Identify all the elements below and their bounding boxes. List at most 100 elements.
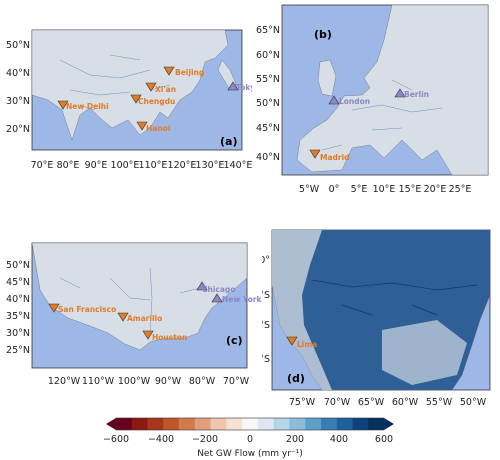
colorbar-segment [210, 418, 227, 430]
lon-tick: 75°W [289, 397, 316, 408]
river-network-b [321, 79, 443, 151]
colorbar-segment [305, 418, 322, 430]
discharge-marker [117, 312, 129, 322]
lon-tick: 110°E [139, 160, 168, 171]
lat-tick: 0° [262, 255, 270, 266]
lon-tick: 10°E [373, 184, 396, 195]
lon-ticks-d: 75°W 70°W 65°W 60°W 55°W 50°W [289, 397, 487, 408]
map-panel-b: 65°N 60°N 55°N 50°N 45°N 40°N 5°W 0° 5°E… [256, 4, 489, 195]
colorbar-tick: 400 [330, 434, 348, 445]
recharge-marker [211, 293, 223, 303]
land-north-america [31, 242, 248, 351]
lon-tick: 70°E [31, 160, 54, 171]
land-britain [317, 59, 337, 97]
colorbar-extend-right [384, 418, 394, 430]
recharge-marker [394, 88, 406, 98]
lat-tick: 65°N [256, 25, 280, 36]
lon-ticks-a: 70°E 80°E 90°E 100°E 110°E 120°E 130°E 1… [31, 160, 252, 171]
lat-tick: 5°S [262, 290, 270, 301]
lon-tick: 65°W [358, 397, 385, 408]
discharge-marker [57, 100, 69, 110]
city-label-chicago: Chicago [202, 285, 235, 294]
cities-c: San Francisco Amarillo Houston Chicago N… [48, 281, 262, 342]
colorbar-segment [368, 418, 385, 430]
colorbar-segment [116, 418, 133, 430]
colorbar: −600 −400 −200 0 200 400 600 Net GW Flow… [103, 417, 394, 459]
discharge-marker [145, 82, 157, 92]
lon-tick: 100°E [111, 160, 140, 171]
lat-tick: 50°N [256, 98, 280, 109]
city-label-chengdu: Chengdu [138, 97, 175, 106]
lon-tick: 120°W [48, 376, 81, 387]
colorbar-segment [273, 418, 290, 430]
city-label-houston: Houston [152, 333, 187, 342]
lat-tick: 50°N [6, 40, 30, 51]
lon-tick: 120°E [168, 160, 197, 171]
discharge-marker [142, 330, 154, 340]
discharge-marker [48, 303, 60, 313]
river-network-a [59, 54, 171, 111]
colorbar-tick: 200 [286, 434, 304, 445]
panel-label-a: (a) [220, 135, 237, 148]
lat-tick: 40°N [6, 68, 30, 79]
lat-tick: 15°S [262, 354, 270, 365]
city-label-london: London [339, 97, 370, 106]
lat-tick: 30°N [6, 96, 30, 107]
lon-tick: 90°E [85, 160, 108, 171]
colorbar-segment [352, 418, 369, 430]
lon-tick: 90°W [155, 376, 182, 387]
river-network-c [59, 267, 201, 334]
lat-tick: 10°S [262, 320, 270, 331]
land-europe [296, 4, 489, 176]
colorbar-extend-left [106, 418, 116, 430]
city-label-amarillo: Amarillo [127, 314, 162, 323]
lon-ticks-c: 120°W 110°W 100°W 90°W 80°W 70°W [48, 376, 250, 387]
recharge-marker [227, 81, 239, 91]
lon-tick: 80°E [57, 160, 80, 171]
colorbar-segment [163, 418, 180, 430]
map-panel-a: 50°N 40°N 30°N 20°N 70°E 80°E 90°E 100°E… [6, 29, 252, 171]
lat-tick: 35°N [6, 311, 30, 322]
city-label-new-york: New York [222, 295, 262, 304]
city-label-san-francisco: San Francisco [58, 305, 116, 314]
lon-tick: 70°W [223, 376, 250, 387]
lat-tick: 60°N [256, 50, 280, 61]
colorbar-tick: 600 [375, 434, 393, 445]
river-network-d [311, 279, 478, 316]
city-label-xian: Xi'an [155, 85, 176, 94]
lat-tick: 40°N [6, 294, 30, 305]
panel-label-c: (c) [226, 334, 243, 347]
map-panel-c: 50°N 45°N 40°N 35°N 30°N 25°N 120°W 110°… [6, 242, 262, 387]
colorbar-label: Net GW Flow (mm yr⁻¹) [197, 449, 303, 459]
lat-tick: 50°N [6, 260, 30, 271]
lon-tick: 130°E [196, 160, 225, 171]
discharge-marker [309, 149, 321, 159]
discharge-marker [163, 66, 175, 76]
colorbar-outline [115, 417, 385, 431]
lon-tick: 25°E [449, 184, 472, 195]
colorbar-tick: −200 [192, 434, 218, 445]
city-label-lima: Lima [297, 340, 317, 349]
lon-tick: 60°W [392, 397, 419, 408]
lon-tick: 20°E [424, 184, 447, 195]
lon-tick: 55°W [426, 397, 453, 408]
colorbar-segment [257, 418, 274, 430]
recharge-marker [196, 281, 208, 291]
lat-tick: 55°N [256, 74, 280, 85]
colorbar-segment [179, 418, 196, 430]
lon-tick: 100°W [118, 376, 151, 387]
discharge-marker [130, 94, 142, 104]
lon-ticks-b: 5°W 0° 5°E 10°E 15°E 20°E 25°E [299, 184, 472, 195]
cities-d: Lima [286, 336, 317, 349]
lat-tick: 45°N [6, 277, 30, 288]
colorbar-ticks: −600 −400 −200 0 200 400 600 [103, 434, 393, 445]
lon-tick: 70°W [324, 397, 351, 408]
city-label-beijing: Beijing [175, 68, 204, 77]
lat-tick: 20°N [6, 124, 30, 135]
lat-tick: 25°N [6, 345, 30, 356]
lon-tick: 5°W [299, 184, 320, 195]
city-label-new-delhi: New Delhi [66, 102, 109, 111]
lon-tick: 110°W [82, 376, 115, 387]
cities-b: London Berlin Madrid [309, 88, 429, 162]
lat-tick: 45°N [256, 123, 280, 134]
